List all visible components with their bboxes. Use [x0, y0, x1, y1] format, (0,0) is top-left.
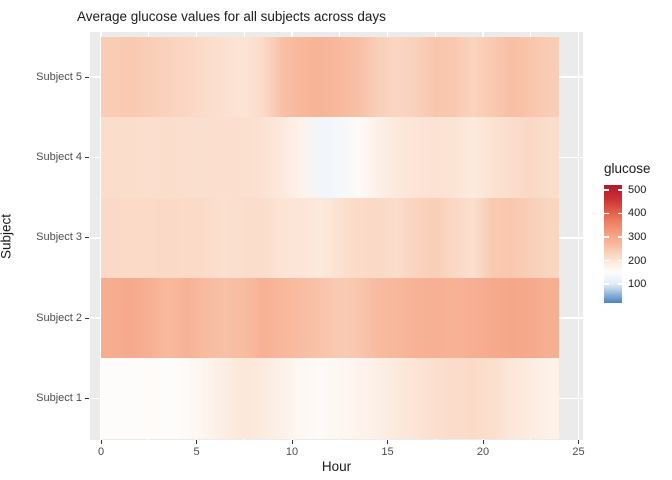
y-tick-mark [85, 76, 89, 78]
y-tick-mark [85, 317, 89, 319]
y-tick-label: Subject 3 [36, 231, 82, 244]
y-tick-label: Subject 4 [36, 150, 82, 163]
x-tick-mark [482, 440, 484, 444]
x-tick-mark [100, 440, 102, 444]
y-axis-title: Subject [0, 213, 14, 260]
heatmap-row-subject-4 [101, 117, 560, 198]
y-tick-mark [85, 156, 89, 158]
plot-panel [90, 32, 583, 440]
chart-title: Average glucose values for all subjects … [77, 9, 386, 24]
x-tick-label: 15 [381, 446, 394, 458]
legend-tick-mark [617, 212, 622, 215]
x-tick-mark [196, 440, 197, 444]
legend-tick-label: 300 [628, 230, 647, 243]
legend-tick-mark [617, 236, 622, 238]
x-tick-label: 5 [193, 446, 200, 458]
legend-tick-mark [604, 188, 609, 191]
legend-tick-mark [604, 236, 609, 238]
y-tick-label: Subject 5 [36, 70, 82, 83]
x-major-gridline [577, 32, 580, 440]
legend-tick-label: 200 [628, 254, 647, 267]
y-tick-label: Subject 1 [36, 392, 82, 405]
x-tick-label: 25 [572, 446, 585, 458]
legend-tick-mark [617, 259, 622, 262]
legend-tick-label: 100 [628, 278, 647, 291]
x-tick-mark [578, 440, 579, 444]
heatmap-row-subject-3 [101, 197, 560, 278]
legend-tick-label: 500 [628, 183, 647, 196]
legend-tick-mark [604, 259, 609, 262]
x-tick-label: 0 [97, 446, 105, 458]
x-tick-label: 10 [285, 446, 299, 458]
legend-title: glucose [604, 161, 651, 176]
legend-tick-mark [617, 283, 622, 285]
x-tick-mark [291, 440, 293, 444]
y-tick-label: Subject 2 [36, 311, 82, 324]
legend-tick-mark [617, 188, 622, 191]
heatmap-row-subject-2 [101, 278, 560, 359]
legend-tick-label: 400 [628, 207, 647, 220]
y-tick-mark [85, 398, 89, 400]
legend-tick-mark [604, 212, 609, 215]
x-axis-title: Hour [321, 459, 352, 474]
x-tick-label: 20 [476, 446, 490, 458]
heatmap-row-subject-5 [101, 36, 560, 118]
heatmap-row-subject-1 [101, 358, 560, 439]
y-tick-mark [85, 237, 89, 239]
legend-colorbar [604, 185, 622, 303]
legend-tick-mark [604, 283, 609, 285]
x-tick-mark [387, 440, 388, 444]
